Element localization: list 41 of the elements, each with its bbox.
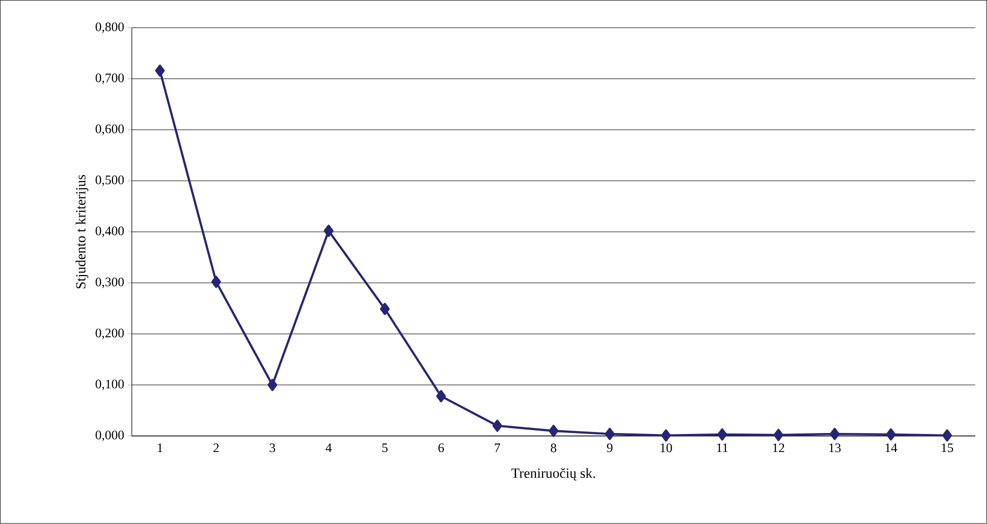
x-tick-label: 7 (494, 444, 500, 452)
y-tick-label: 0,000 (96, 430, 124, 442)
point (211, 276, 222, 288)
x-tick-label: 3 (270, 444, 276, 452)
point (324, 224, 334, 238)
point (661, 429, 671, 442)
y-tick-label: 0,200 (96, 328, 124, 340)
x-tick-label: 5 (382, 444, 388, 452)
point (436, 390, 446, 402)
y-tick-label: 0,500 (96, 176, 124, 186)
x-tick-label: 6 (438, 444, 444, 452)
x-tick-label: 9 (606, 444, 612, 452)
point (886, 428, 896, 441)
y-tick-label: 0,100 (96, 380, 124, 390)
y-axis-title: Stjudento t kriterijus (76, 175, 88, 288)
point (155, 64, 165, 77)
y-tick-label: 0,400 (96, 226, 124, 238)
y-tick-label: 0,600 (96, 124, 124, 136)
point (830, 428, 840, 440)
x-axis-title: Treniruočių sk. (511, 468, 595, 481)
point (604, 428, 615, 440)
x-tick-label: 1 (158, 444, 162, 452)
y-tick-label: 0,700 (96, 74, 124, 84)
y-tick-label: 0,300 (96, 278, 124, 288)
point (774, 428, 784, 442)
x-tick-label: 13 (829, 444, 841, 452)
x-tick-label: 12 (773, 444, 784, 452)
x-tick-label: 10 (660, 444, 672, 452)
point (492, 420, 502, 432)
x-tick-label: 11 (717, 444, 728, 452)
point (380, 302, 390, 316)
x-tick-label: 14 (886, 444, 898, 452)
point (942, 429, 952, 442)
x-tick-label: 4 (326, 444, 332, 452)
x-tick-label: 2 (213, 444, 219, 452)
point (717, 428, 728, 441)
x-tick-label: 15 (942, 444, 954, 452)
x-tick-label: 8 (550, 444, 556, 452)
point (548, 424, 558, 438)
point (268, 378, 278, 392)
y-tick-label: 0,800 (96, 22, 124, 34)
